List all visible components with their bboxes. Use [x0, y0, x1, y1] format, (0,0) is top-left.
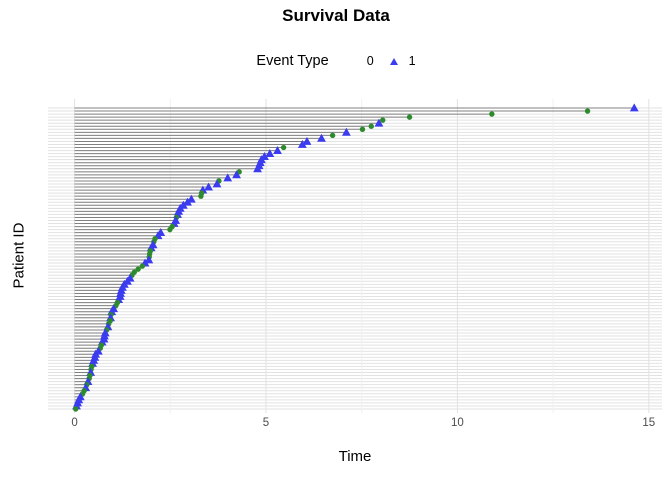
event-marker-triangle	[297, 139, 307, 148]
event-marker-triangle	[183, 197, 192, 206]
event-marker-triangle	[265, 149, 275, 158]
legend-title: Event Type	[256, 53, 329, 69]
x-tick-label: 15	[642, 417, 656, 429]
legend-label-event-1: 1	[408, 54, 416, 68]
event-marker-triangle	[186, 194, 196, 203]
event-marker-circle	[139, 263, 146, 269]
x-tick-label: 0	[71, 417, 78, 429]
event-marker-circle	[329, 132, 336, 139]
event-marker-triangle	[273, 145, 282, 154]
event-marker-circle	[380, 117, 386, 123]
event-marker-circle	[73, 406, 79, 412]
legend: Event Type 0 1	[0, 53, 672, 69]
event-marker-triangle	[144, 255, 154, 264]
x-tick-label: 10	[450, 417, 464, 429]
event-marker-circle	[489, 111, 495, 117]
legend-label-event-0: 0	[366, 54, 374, 68]
event-marker-triangle	[317, 133, 326, 142]
event-marker-triangle	[253, 164, 262, 173]
circle-marker-icon	[351, 59, 356, 64]
event-marker-triangle	[223, 173, 233, 182]
event-marker-triangle	[302, 136, 312, 145]
y-axis-title: Patient ID	[10, 222, 28, 289]
event-marker-triangle	[232, 170, 241, 179]
event-marker-triangle	[629, 103, 639, 112]
event-marker-triangle	[374, 118, 384, 127]
event-marker-circle	[135, 266, 141, 272]
event-marker-triangle	[204, 182, 213, 191]
plot-panel	[48, 99, 662, 413]
event-marker-circle	[167, 226, 173, 233]
event-marker-triangle	[212, 179, 222, 188]
event-marker-circle	[406, 114, 413, 120]
legend-item-event-0: 0	[351, 54, 374, 68]
event-marker-circle	[359, 126, 366, 132]
x-tick-label: 5	[262, 417, 270, 429]
chart-title: Survival Data	[282, 6, 390, 25]
x-axis-title: Time	[338, 448, 372, 465]
legend-item-event-1: 1	[389, 54, 416, 68]
event-marker-circle	[584, 108, 591, 114]
event-marker-circle	[280, 144, 287, 151]
event-marker-triangle	[341, 127, 351, 136]
event-marker-circle	[198, 193, 204, 199]
triangle-marker-icon	[389, 57, 398, 65]
event-marker-circle	[368, 123, 374, 129]
